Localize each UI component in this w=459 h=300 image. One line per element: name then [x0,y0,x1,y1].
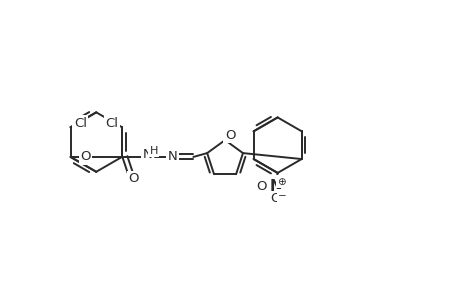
Text: ⊕: ⊕ [277,177,285,187]
Text: N: N [143,148,152,161]
Text: N: N [269,179,281,194]
Text: O: O [270,192,280,205]
Text: H: H [149,146,157,156]
Text: O: O [80,150,90,164]
Text: O: O [129,172,139,185]
Text: O: O [224,129,235,142]
Text: Cl: Cl [106,117,118,130]
Text: N: N [168,150,177,164]
Text: Cl: Cl [74,117,87,130]
Text: −: − [278,191,286,201]
Text: O: O [256,180,267,193]
